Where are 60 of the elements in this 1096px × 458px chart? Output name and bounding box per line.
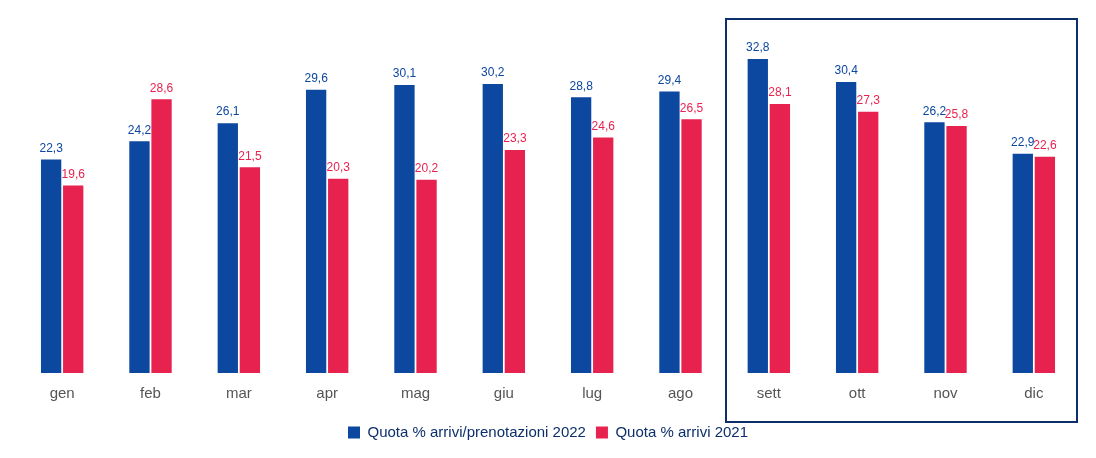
bar <box>1012 153 1033 373</box>
bar <box>747 59 768 373</box>
bar <box>593 137 614 373</box>
legend-label: Quota % arrivi 2021 <box>615 422 749 440</box>
data-label: 20,2 <box>414 160 439 175</box>
x-tick-label: apr <box>316 384 339 402</box>
data-label: 27,3 <box>856 93 881 108</box>
x-tick-label: mar <box>225 384 252 402</box>
data-label: 28,8 <box>569 78 594 93</box>
data-label: 22,6 <box>1033 138 1057 152</box>
bar <box>63 185 84 373</box>
bar <box>217 123 238 373</box>
x-tick-label: ago <box>667 384 694 402</box>
data-label: 30,4 <box>834 63 859 78</box>
bar <box>305 89 327 373</box>
data-label: 29,6 <box>304 71 329 85</box>
data-label: 28,6 <box>149 80 174 95</box>
data-label: 24,2 <box>127 122 152 137</box>
bar <box>394 84 415 373</box>
data-label: 32,8 <box>746 40 770 55</box>
bar <box>328 178 349 373</box>
bar <box>570 97 592 373</box>
bar <box>858 111 879 373</box>
bar <box>659 91 680 373</box>
data-label: 29,4 <box>657 72 682 87</box>
x-tick-label: feb <box>140 384 161 402</box>
bar <box>1034 156 1056 373</box>
x-tick-label: nov <box>933 384 959 402</box>
data-label: 30,2 <box>481 65 505 80</box>
data-label: 22,9 <box>1011 135 1035 150</box>
x-tick-label: dic <box>1024 384 1044 402</box>
x-tick-label: lug <box>582 384 603 402</box>
data-label: 26,5 <box>679 100 704 115</box>
bar <box>681 119 702 373</box>
data-label: 28,1 <box>768 85 792 100</box>
bar <box>835 82 857 373</box>
bar <box>482 83 503 373</box>
x-tick-label: giu <box>493 384 514 402</box>
bar <box>504 149 526 373</box>
x-tick-label: gen <box>49 384 75 402</box>
bar <box>129 141 150 373</box>
data-label: 23,3 <box>503 131 527 146</box>
bar <box>239 167 261 373</box>
data-label: 30,1 <box>392 66 417 81</box>
data-label: 24,6 <box>591 118 616 133</box>
data-label: 21,5 <box>238 148 262 163</box>
x-tick-label: sett <box>756 384 782 402</box>
data-label: 20,3 <box>326 160 351 175</box>
bar <box>924 122 945 373</box>
legend-label: Quota % arrivi/prenotazioni 2022 <box>367 422 586 440</box>
data-label: 19,6 <box>61 166 86 181</box>
data-label: 26,1 <box>216 104 240 119</box>
bar <box>416 179 437 373</box>
bar <box>40 159 62 373</box>
bar <box>151 99 172 373</box>
bar <box>769 104 791 373</box>
x-tick-label: mag <box>400 384 431 402</box>
data-label: 22,3 <box>39 140 64 155</box>
x-tick-label: ott <box>848 384 867 402</box>
bar <box>946 126 967 373</box>
